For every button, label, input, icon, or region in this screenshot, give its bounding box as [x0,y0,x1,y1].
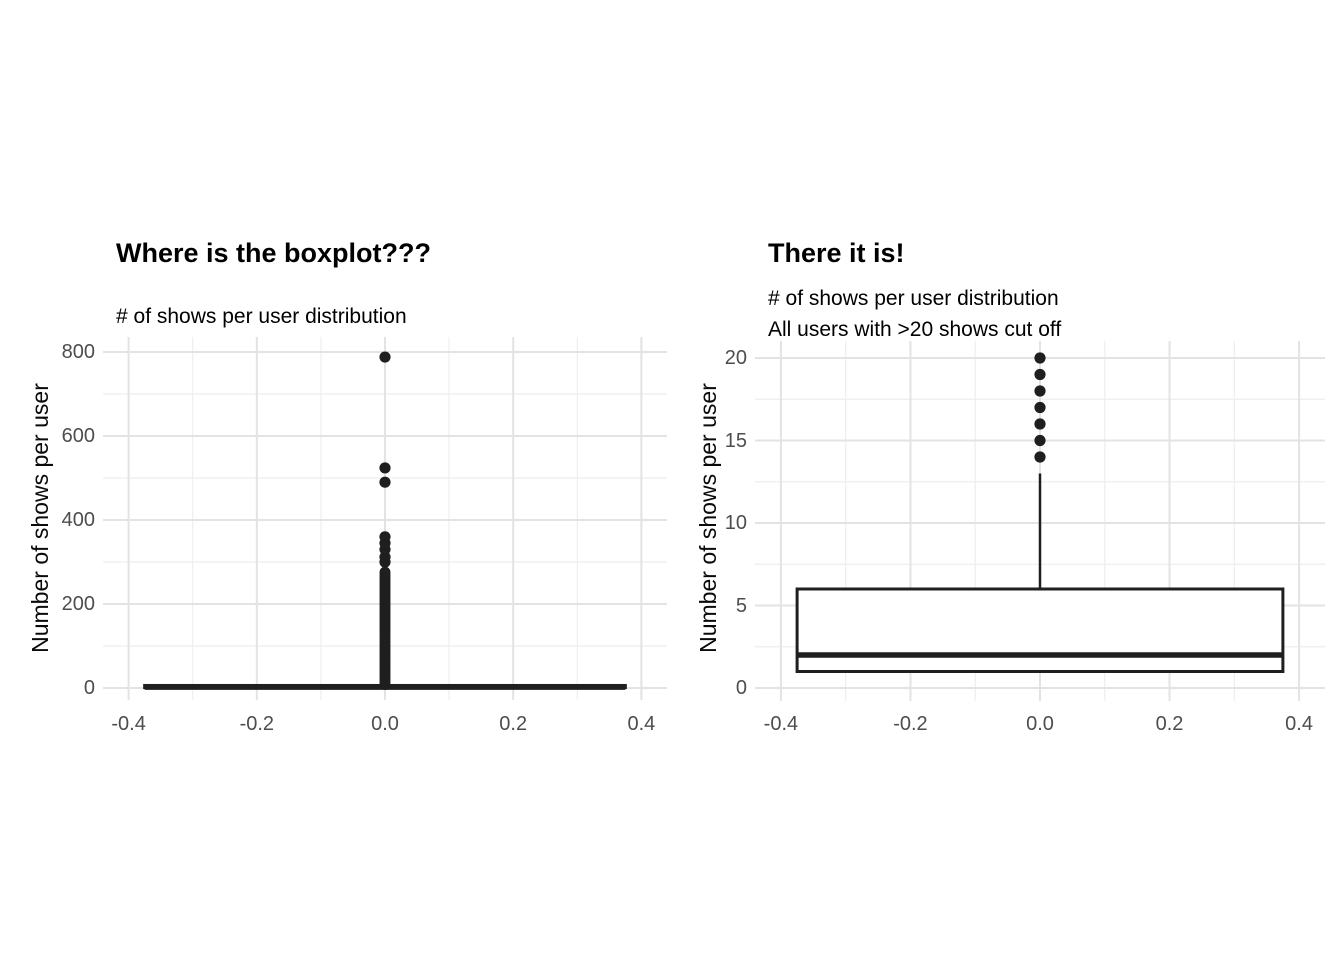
outlier-point [1034,434,1046,447]
y-tick-label: 5 [735,594,747,617]
outlier-point [379,531,391,543]
y-tick-label: 0 [83,677,95,699]
x-tick-label: 0.4 [1285,713,1313,735]
chart-left-where-is-the-boxplot: Where is the boxplot??? # of shows per u… [27,238,667,735]
x-tick-label: 0.0 [1026,713,1054,735]
outlier-point [1034,401,1046,414]
y-tick-label: 15 [724,429,747,452]
x-tick-label: -0.2 [239,713,275,735]
x-tick-label: -0.4 [111,713,146,735]
outlier-point [1034,451,1046,463]
outlier-point [379,566,391,578]
outlier-point [379,476,391,488]
plot-panel-left [103,337,667,700]
outlier-point [379,462,391,474]
outlier-point [1034,418,1046,430]
outlier-point [1034,368,1046,381]
chart-title: There it is! [768,238,905,269]
outlier-point [379,351,391,363]
y-tick-label: 20 [724,347,747,369]
x-tick-label: 0.2 [1155,713,1184,735]
x-tick-label: 0.2 [499,713,528,735]
x-tick-label: -0.2 [893,713,928,735]
chart-subtitle: # of shows per user distribution All use… [768,287,1062,341]
box [795,587,1285,673]
plot-panel-right [755,341,1325,701]
y-tick-label: 400 [61,509,95,531]
chart-title: Where is the boxplot??? [116,238,431,269]
y-tick-label: 0 [735,677,747,699]
y-tick-label: 800 [61,341,95,363]
x-tick-label: -0.4 [763,713,799,735]
outlier-point [1034,352,1046,364]
chart-right-there-it-is: There it is! # of shows per user distrib… [672,0,1344,960]
y-tick-label: 600 [61,425,95,447]
y-tick-label: 10 [724,512,747,534]
outlier-point [1034,385,1046,397]
x-tick-label: 0.4 [627,713,656,735]
chart-subtitle: # of shows per user distribution [116,305,407,328]
y-tick-label: 200 [61,593,95,615]
x-tick-label: 0.0 [371,713,399,735]
